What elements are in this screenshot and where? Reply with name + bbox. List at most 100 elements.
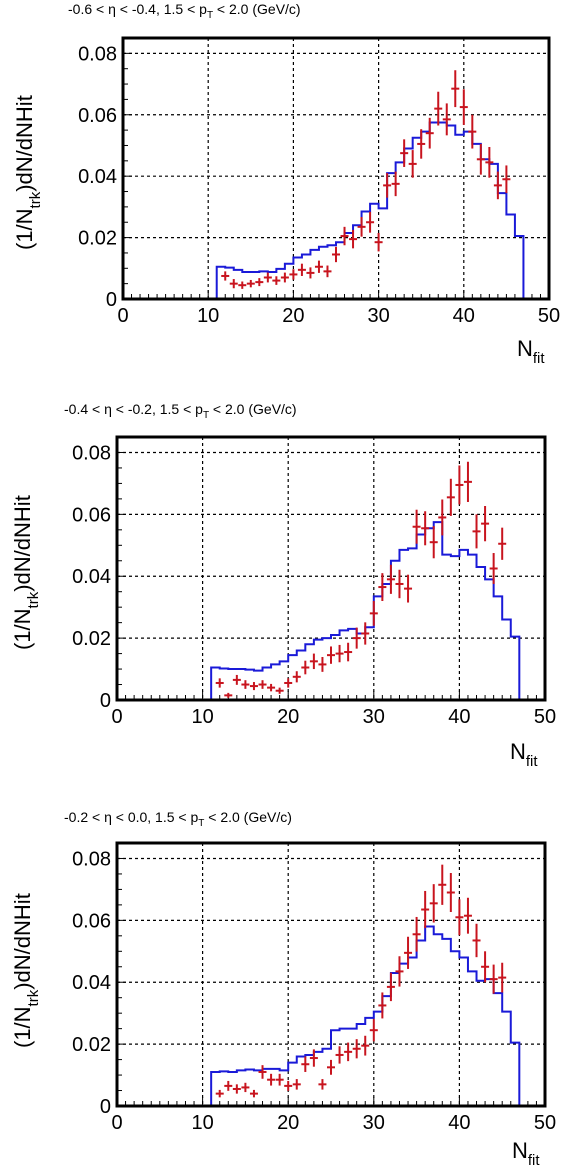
data-point [344, 642, 353, 662]
data-point [249, 682, 258, 691]
panel-title-tail: < 2.0 (GeV/c) [204, 809, 292, 825]
data-point [421, 511, 430, 546]
data-point [378, 573, 387, 601]
data-point [335, 1046, 344, 1064]
data-point [395, 569, 404, 599]
data-point [267, 1073, 276, 1086]
y-tick-label: 0.04 [72, 566, 111, 588]
plot-frame [115, 841, 547, 1108]
data-point [263, 272, 272, 283]
data-point [241, 1082, 250, 1093]
data-point [323, 265, 332, 278]
data-point [258, 1065, 267, 1079]
data-point [417, 129, 426, 159]
data-point [438, 499, 447, 536]
x-axis-label-sub: fit [526, 753, 539, 770]
data-point [224, 1080, 233, 1091]
data-point [272, 276, 281, 285]
y-tick-label: 0.08 [72, 848, 111, 870]
data-point [215, 678, 224, 688]
panel-eta-m02-00: -0.2 < η < 0.0, 1.5 < pT < 2.0 (GeV/c) (… [10, 809, 556, 1169]
y-tick-label: 0 [106, 289, 117, 311]
data-point [369, 1019, 378, 1042]
data-point [395, 956, 404, 987]
data-point [249, 1089, 258, 1098]
data-point [309, 1049, 318, 1067]
data-point [481, 505, 490, 542]
data-point [369, 600, 378, 626]
y-tick-label: 0.06 [78, 105, 117, 127]
x-tick-label: 50 [538, 305, 560, 327]
data-point [459, 89, 468, 125]
data-point [366, 211, 375, 233]
data-point [335, 644, 344, 663]
x-tick-label: 0 [117, 305, 128, 327]
x-tick-label: 50 [534, 1112, 556, 1134]
data-point [476, 143, 485, 175]
data-point [455, 465, 464, 505]
data-point [221, 271, 230, 281]
x-tick-label: 20 [277, 1112, 299, 1134]
data-point [498, 527, 507, 560]
data-point [275, 1073, 284, 1086]
data-point [229, 279, 238, 289]
data-point [434, 91, 443, 126]
plot-area: 0 10 20 30 40 50 0 0.02 0.04 0.06 0.08 [78, 36, 560, 327]
x-tick-label: 20 [277, 706, 299, 728]
panel-title-sub: T [198, 818, 204, 829]
y-axis-label-sub: trk [25, 989, 42, 1006]
data-point [241, 680, 250, 689]
y-tick-label: 0 [100, 1096, 111, 1118]
data-point [498, 962, 507, 993]
data-point [412, 916, 421, 952]
data-point [306, 267, 315, 279]
data-point [327, 1059, 335, 1075]
data-point [472, 514, 481, 549]
y-axis-label: (1/Ntrk)dN/dNHit [12, 95, 44, 250]
data-point [455, 899, 464, 936]
x-axis-label: Nfit [510, 739, 538, 770]
plot-area: 0 10 20 30 40 50 0 0.02 0.04 0.06 0.08 [72, 841, 556, 1134]
data-point [340, 226, 349, 246]
x-tick-label: 40 [448, 1112, 470, 1134]
data-point [352, 1039, 361, 1059]
data-point [258, 680, 267, 689]
y-tick-label: 0.06 [72, 910, 111, 932]
data-point [404, 936, 413, 969]
data-point [400, 139, 409, 167]
x-tick-label: 50 [534, 706, 556, 728]
data-point [489, 964, 498, 994]
panel-eta-m06-m04: -0.6 < η < -0.4, 1.5 < pT < 2.0 (GeV/c) … [12, 1, 560, 367]
data-point [446, 873, 455, 912]
data-point [412, 509, 421, 544]
x-axis-label: Nfit [512, 1138, 540, 1169]
data-point [386, 972, 395, 1002]
x-tick-label: 10 [191, 1112, 213, 1134]
panel-title-main: -0.2 < η < 0.0, 1.5 < p [64, 809, 198, 825]
x-axis-label-main: N [510, 739, 526, 764]
y-tick-label: 0.02 [72, 628, 111, 650]
y-tick-label: 0.02 [72, 1034, 111, 1056]
data-point [292, 671, 301, 683]
panel-title-tail: < 2.0 (GeV/c) [209, 401, 297, 417]
y-axis-label-tail: )dN/dNHit [10, 495, 35, 592]
data-point [374, 232, 383, 252]
x-tick-label: 40 [453, 305, 475, 327]
y-tick-label: 0 [100, 690, 111, 712]
data-point [232, 674, 241, 685]
data-point [352, 627, 361, 649]
data-point [349, 229, 358, 249]
y-tick-label: 0.06 [72, 504, 111, 526]
x-axis-label: Nfit [517, 336, 545, 367]
data-point [472, 923, 481, 958]
x-tick-label: 0 [111, 706, 122, 728]
data-point [224, 692, 233, 698]
x-tick-label: 30 [367, 305, 389, 327]
data-point [301, 1056, 310, 1072]
data-point [238, 281, 247, 289]
data-point [463, 461, 472, 502]
data-point [361, 1035, 370, 1056]
data-point [378, 992, 387, 1019]
y-tick-label: 0.04 [72, 972, 111, 994]
histogram-line [116, 521, 521, 701]
